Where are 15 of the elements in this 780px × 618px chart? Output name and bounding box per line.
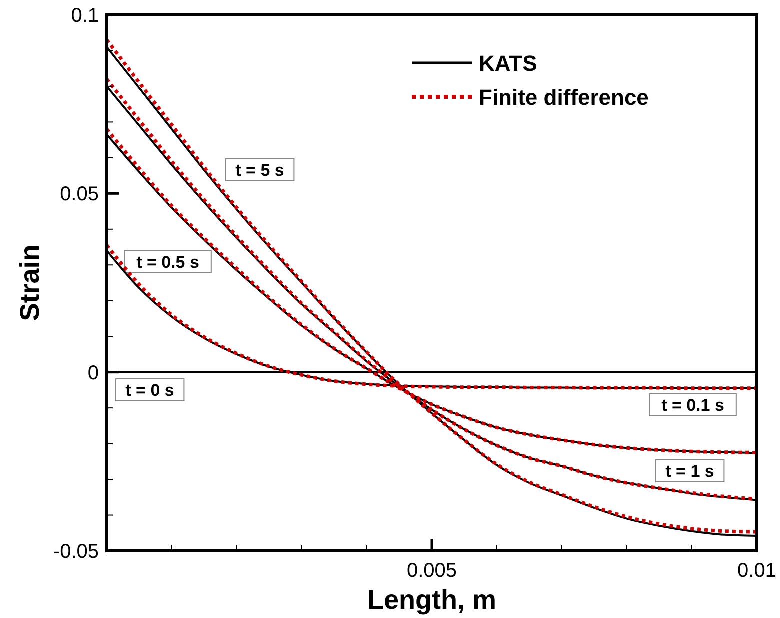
- y-tick-label: -0.05: [53, 541, 99, 563]
- y-tick-label: 0: [88, 362, 99, 384]
- y-axis-title: Strain: [15, 244, 45, 322]
- x-axis-title: Length, m: [368, 585, 496, 615]
- x-tick-label: 0.01: [738, 560, 776, 582]
- annotation: t = 5 s: [236, 161, 284, 180]
- annotation: t = 1 s: [666, 462, 714, 481]
- annotation: t = 0.1 s: [662, 396, 724, 415]
- legend-label: Finite difference: [479, 85, 649, 110]
- y-tick-label: 0.1: [71, 5, 99, 27]
- annotation: t = 0 s: [126, 381, 174, 400]
- legend-label: KATS: [479, 51, 538, 76]
- y-tick-label: 0.05: [60, 184, 99, 206]
- x-tick-label: 0.005: [406, 560, 458, 582]
- annotation: t = 0.5 s: [136, 253, 200, 272]
